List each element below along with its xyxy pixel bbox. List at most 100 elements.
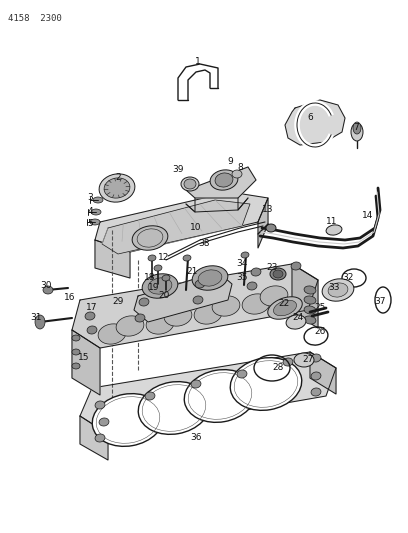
Ellipse shape [181,177,199,191]
Ellipse shape [283,358,293,366]
Text: 28: 28 [272,364,284,373]
Text: 32: 32 [342,273,354,282]
Ellipse shape [138,382,210,434]
Text: 34: 34 [236,260,248,269]
Text: 8: 8 [237,164,243,173]
Ellipse shape [85,312,95,320]
Ellipse shape [162,275,170,281]
Ellipse shape [92,394,164,446]
Ellipse shape [148,255,156,261]
Polygon shape [72,330,100,395]
Ellipse shape [139,298,149,306]
Ellipse shape [146,314,174,334]
Text: 18: 18 [144,273,156,282]
Text: 7: 7 [353,124,359,133]
Text: 38: 38 [198,239,210,248]
Text: 30: 30 [40,281,52,290]
Ellipse shape [311,388,321,396]
Text: 23: 23 [266,263,278,272]
Text: 27: 27 [302,356,314,365]
Ellipse shape [184,179,196,189]
Ellipse shape [145,392,155,400]
Text: 14: 14 [362,212,374,221]
Text: 22: 22 [278,300,290,309]
Text: 11: 11 [326,217,338,227]
Ellipse shape [104,178,130,198]
Ellipse shape [232,170,242,178]
Polygon shape [310,352,336,394]
Text: 24: 24 [293,313,304,322]
Ellipse shape [270,268,286,280]
Ellipse shape [353,122,361,134]
Polygon shape [258,198,268,248]
Polygon shape [186,167,256,198]
Ellipse shape [351,123,363,141]
Text: 12: 12 [158,254,170,262]
Ellipse shape [322,279,354,301]
Text: 21: 21 [186,268,198,277]
Ellipse shape [242,294,270,314]
Polygon shape [292,264,318,328]
Ellipse shape [72,349,80,355]
Ellipse shape [304,296,316,304]
Text: 10: 10 [190,223,202,232]
Text: 29: 29 [112,297,124,306]
Text: 37: 37 [374,297,386,306]
Ellipse shape [142,274,178,298]
Text: 25: 25 [314,303,326,312]
Polygon shape [134,272,232,322]
Text: 33: 33 [328,284,340,293]
Ellipse shape [286,315,306,329]
Ellipse shape [230,358,302,410]
Ellipse shape [304,286,316,294]
Ellipse shape [215,173,233,187]
Text: 5: 5 [87,220,93,229]
Ellipse shape [135,314,145,322]
Text: 9: 9 [227,157,233,166]
Text: 26: 26 [314,327,326,336]
Text: 6: 6 [307,114,313,123]
Ellipse shape [99,418,109,426]
Polygon shape [95,240,130,278]
Ellipse shape [164,306,192,326]
Ellipse shape [194,304,222,324]
Ellipse shape [132,226,168,250]
Ellipse shape [87,326,97,334]
Ellipse shape [91,209,101,215]
Ellipse shape [148,278,172,294]
Ellipse shape [273,270,283,278]
Text: 19: 19 [148,284,160,293]
Ellipse shape [43,286,53,294]
Text: 36: 36 [190,433,202,442]
Polygon shape [95,192,268,252]
Polygon shape [80,352,336,434]
Ellipse shape [294,353,314,367]
Ellipse shape [95,401,105,409]
Text: 4158  2300: 4158 2300 [8,14,62,23]
Ellipse shape [260,286,288,306]
Text: 1: 1 [195,58,201,67]
Ellipse shape [93,197,103,203]
Text: 15: 15 [78,353,90,362]
Polygon shape [80,416,108,460]
Polygon shape [72,264,318,348]
Ellipse shape [291,262,301,270]
Ellipse shape [311,354,321,362]
Ellipse shape [247,282,257,290]
Text: 13: 13 [262,206,274,214]
Text: 2: 2 [115,174,121,182]
Text: 39: 39 [172,166,184,174]
Text: 3: 3 [87,193,93,203]
Ellipse shape [72,363,80,369]
Ellipse shape [191,380,201,388]
Ellipse shape [72,335,80,341]
Ellipse shape [193,296,203,304]
Ellipse shape [116,316,144,336]
Polygon shape [285,100,345,145]
Ellipse shape [251,268,261,276]
Ellipse shape [237,370,247,378]
Ellipse shape [154,265,162,271]
Ellipse shape [183,255,191,261]
Ellipse shape [241,252,249,258]
Ellipse shape [192,266,228,290]
